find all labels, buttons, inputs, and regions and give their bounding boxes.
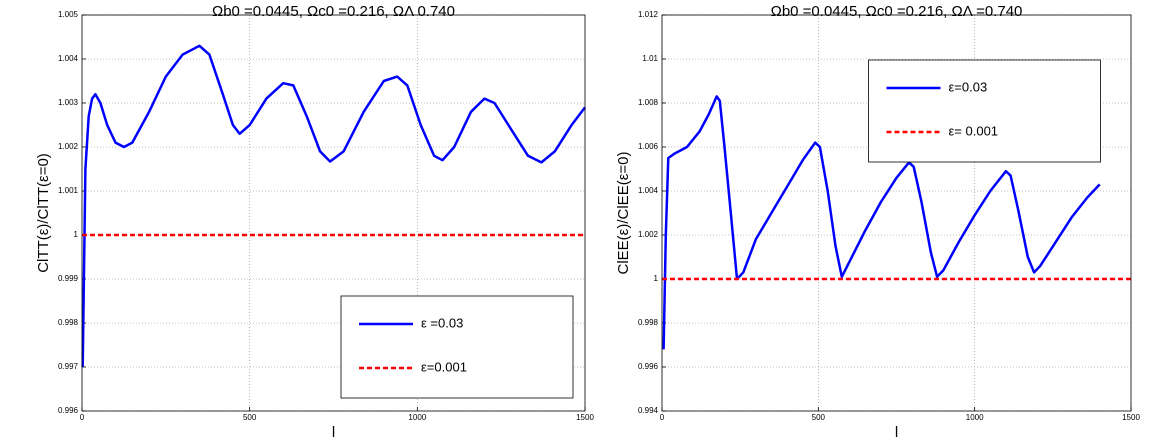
chart-title: Ωb0 =0.0445, Ωc0 =0.216, ΩΛ =0.740	[771, 3, 1023, 20]
legend-box	[340, 295, 574, 399]
legend: ε=0.03 ε= 0.001	[868, 59, 1101, 163]
x-tick-label: 1500	[1122, 413, 1140, 422]
legend-label: ε=0.001	[421, 359, 467, 374]
axes-frame	[661, 14, 1132, 412]
y-tick-label: 1.002	[638, 230, 659, 239]
y-tick-label: 0.994	[638, 406, 659, 415]
y-tick-label: 0.996	[58, 406, 79, 415]
legend-label: ε =0.03	[421, 315, 463, 330]
y-tick-label: 1.01	[642, 54, 658, 63]
y-tick-label: 1.001	[58, 186, 79, 195]
y-tick-label: 0.999	[58, 274, 79, 283]
series-line	[81, 44, 586, 368]
chart-title: Ωb0 =0.0445, Ωc0 =0.216, ΩΛ 0.740	[212, 3, 455, 20]
legend: ε =0.03 ε=0.001	[340, 295, 574, 399]
y-tick-label: 1.008	[638, 98, 659, 107]
x-tick-label: 500	[812, 413, 826, 422]
x-tick-label: 1000	[408, 413, 426, 422]
legend-box	[868, 59, 1101, 163]
x-axis-label: l	[895, 424, 898, 440]
y-tick-label: 1.005	[58, 10, 79, 19]
y-tick-label: 1.002	[58, 142, 79, 151]
y-tick-label: 1.004	[58, 54, 79, 63]
x-tick-label: 1500	[576, 413, 594, 422]
x-tick-label: 1000	[966, 413, 984, 422]
y-tick-label: 1.012	[638, 10, 659, 19]
y-tick-label: 0.998	[638, 318, 659, 327]
legend-label: ε=0.03	[949, 79, 988, 94]
y-tick-label: 0.998	[58, 318, 79, 327]
y-axis-label: ClEE(ε)/ClEE(ε=0)	[615, 152, 632, 275]
x-tick-label: 0	[660, 413, 665, 422]
y-tick-label: 0.996	[638, 362, 659, 371]
x-tick-label: 500	[243, 413, 257, 422]
legend-label: ε= 0.001	[949, 123, 999, 138]
y-axis-label: ClTT(ε)/ClTT(ε=0)	[35, 153, 52, 273]
y-tick-label: 1.004	[638, 186, 659, 195]
x-tick-label: 0	[80, 413, 85, 422]
y-tick-label: 1	[654, 274, 659, 283]
x-axis-label: l	[332, 424, 335, 440]
y-tick-label: 1	[74, 230, 79, 239]
y-tick-label: 1.006	[638, 142, 659, 151]
y-tick-label: 1.003	[58, 98, 79, 107]
y-tick-label: 0.997	[58, 362, 79, 371]
series-line	[662, 95, 1101, 350]
axes-frame	[81, 14, 586, 412]
